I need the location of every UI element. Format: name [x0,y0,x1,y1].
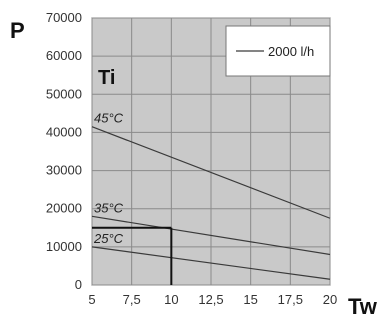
legend: 2000 l/h [225,25,331,77]
y-tick-label-7: 70000 [46,10,82,25]
y-tick-label-2: 20000 [46,201,82,216]
y-tick-label-3: 30000 [46,163,82,178]
series-line-0 [91,126,331,219]
series-label-1: 35°C [94,200,124,215]
y-tick-label-0: 0 [75,277,82,292]
x-tick-labels: 5 7,5 10 12,5 15 17,5 20 [88,292,337,307]
y-tick-label-6: 60000 [46,48,82,63]
series-line-2 [91,246,331,280]
y-axis-title: P [10,18,25,43]
y-tick-label-1: 10000 [46,239,82,254]
x-tick-label-4: 15 [243,292,257,307]
legend-label: 2000 l/h [268,44,314,59]
y-tick-label-4: 40000 [46,124,82,139]
reference-lines [92,226,173,285]
x-tick-label-5: 17,5 [278,292,303,307]
y-tick-label-5: 50000 [46,86,82,101]
x-tick-label-0: 5 [88,292,95,307]
x-axis-title: Tw [348,294,378,319]
ti-annotation: Ti [98,67,115,89]
series-labels: 45°C 35°C 25°C [93,111,124,246]
x-tick-label-3: 12,5 [198,292,223,307]
series-label-0: 45°C [94,111,124,126]
y-tick-labels: 0 10000 20000 30000 40000 50000 60000 70000 [46,10,82,292]
series-line-1 [91,215,331,256]
x-tick-label-6: 20 [323,292,337,307]
x-tick-label-2: 10 [164,292,178,307]
series-label-2: 25°C [93,231,124,246]
x-tick-label-1: 7,5 [123,292,141,307]
series-lines [91,126,331,280]
